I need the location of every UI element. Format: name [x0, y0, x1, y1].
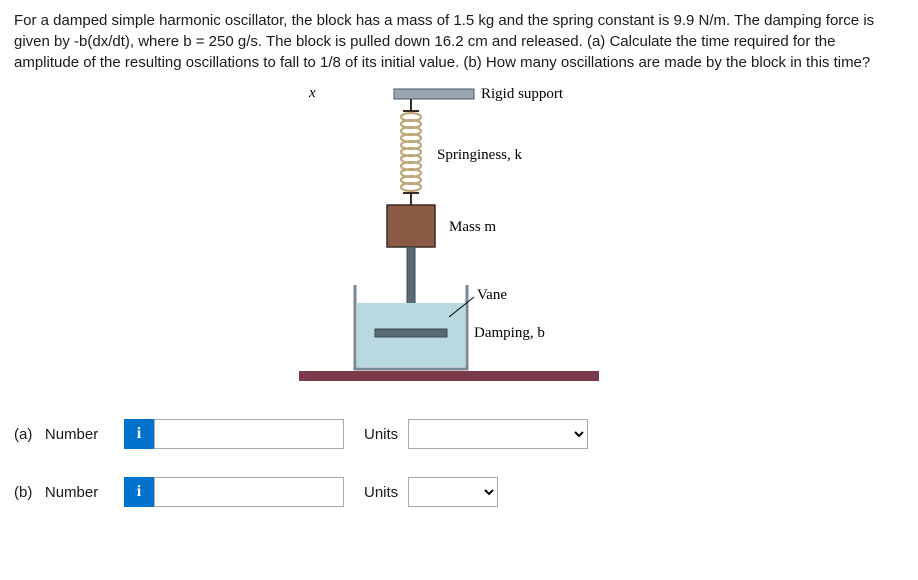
part-b-label: (b) Number [14, 484, 124, 501]
springiness-label: Springiness, k [437, 147, 523, 163]
info-icon[interactable]: i [124, 419, 154, 449]
vane-label: Vane [477, 287, 507, 303]
number-input-b[interactable] [154, 477, 344, 507]
units-label-a: Units [364, 426, 398, 443]
x-axis-label: x [308, 85, 316, 101]
number-input-a[interactable] [154, 419, 344, 449]
answer-row-a: (a) Number i Units [14, 419, 904, 449]
problem-text: For a damped simple harmonic oscillator,… [14, 10, 904, 73]
units-select-a[interactable] [408, 419, 588, 449]
answer-row-b: (b) Number i Units [14, 477, 904, 507]
diagram: x Rigid support Springiness, k Mass m [14, 81, 904, 401]
part-a-label: (a) Number [14, 426, 124, 443]
mass-label: Mass m [449, 219, 496, 235]
units-select-b[interactable] [408, 477, 498, 507]
info-icon[interactable]: i [124, 477, 154, 507]
rigid-support-label: Rigid support [481, 86, 564, 102]
damping-label: Damping, b [474, 325, 545, 341]
units-label-b: Units [364, 484, 398, 501]
